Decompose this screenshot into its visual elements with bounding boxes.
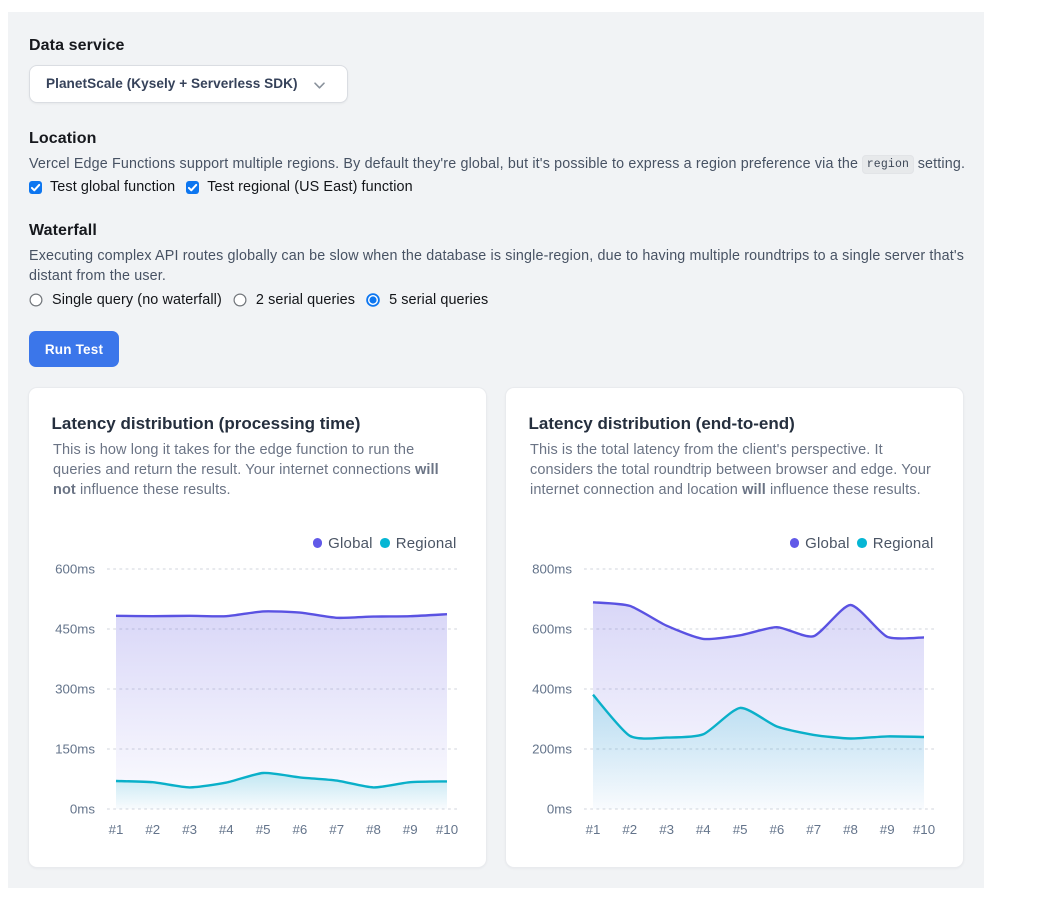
svg-text:#8: #8 <box>366 822 381 837</box>
svg-text:600ms: 600ms <box>55 562 95 577</box>
svg-text:#6: #6 <box>293 822 308 837</box>
svg-text:#9: #9 <box>403 822 418 837</box>
svg-text:450ms: 450ms <box>55 622 95 637</box>
svg-text:#10: #10 <box>436 822 458 837</box>
svg-text:600ms: 600ms <box>532 622 572 637</box>
svg-text:0ms: 0ms <box>70 802 95 817</box>
svg-text:0ms: 0ms <box>547 802 572 817</box>
svg-text:#1: #1 <box>109 822 124 837</box>
svg-text:#7: #7 <box>329 822 344 837</box>
svg-text:#3: #3 <box>659 822 674 837</box>
svg-text:200ms: 200ms <box>532 742 572 757</box>
svg-text:#5: #5 <box>256 822 271 837</box>
svg-text:#7: #7 <box>806 822 821 837</box>
svg-text:#8: #8 <box>843 822 858 837</box>
svg-text:#5: #5 <box>733 822 748 837</box>
svg-text:#4: #4 <box>219 822 234 837</box>
svg-text:#4: #4 <box>696 822 711 837</box>
svg-text:400ms: 400ms <box>532 682 572 697</box>
svg-text:#2: #2 <box>622 822 637 837</box>
svg-text:#9: #9 <box>880 822 895 837</box>
svg-text:150ms: 150ms <box>55 742 95 757</box>
svg-text:800ms: 800ms <box>532 562 572 577</box>
svg-text:#2: #2 <box>145 822 160 837</box>
svg-text:300ms: 300ms <box>55 682 95 697</box>
svg-text:#10: #10 <box>913 822 935 837</box>
svg-text:#6: #6 <box>770 822 785 837</box>
svg-text:#1: #1 <box>586 822 601 837</box>
svg-text:#3: #3 <box>182 822 197 837</box>
